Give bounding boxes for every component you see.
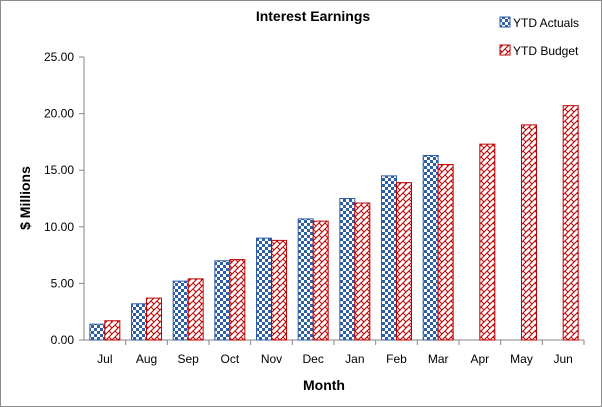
x-tick-label: Nov xyxy=(261,352,282,366)
bar-ytd-budget-feb xyxy=(396,182,412,341)
axes xyxy=(79,56,585,345)
bar-ytd-actuals-aug xyxy=(131,303,147,341)
bar-ytd-budget-jun xyxy=(562,105,579,341)
y-tick-label: 15.00 xyxy=(44,163,74,177)
x-tick-label: Jun xyxy=(553,352,572,366)
legend-label-ytd-budget: YTD Budget xyxy=(513,44,579,58)
bar-ytd-budget-jan xyxy=(354,202,371,341)
bar-ytd-actuals-sep xyxy=(172,280,189,341)
bar-ytd-actuals-oct xyxy=(214,260,231,341)
x-tick-label: Dec xyxy=(302,352,323,366)
x-tick-label: Apr xyxy=(470,352,489,366)
legend-swatch-ytd-budget xyxy=(499,44,511,56)
x-axis-label: Month xyxy=(303,377,345,393)
bar-ytd-actuals-feb xyxy=(381,175,397,341)
bar-ytd-budget-apr xyxy=(479,143,496,341)
bar-ytd-budget-dec xyxy=(312,220,329,341)
y-axis-label: $ Millions xyxy=(17,166,33,230)
x-tick-label: Feb xyxy=(386,352,407,366)
x-tick-label: Oct xyxy=(220,352,239,366)
legend: YTD Actuals YTD Budget xyxy=(499,16,579,58)
bar-ytd-budget-oct xyxy=(229,259,246,341)
y-tick-label: 25.00 xyxy=(44,50,74,64)
bar-ytd-actuals-mar xyxy=(422,154,439,341)
y-tick-labels: 0.00 5.00 10.00 15.00 20.00 25.00 xyxy=(44,50,74,347)
bar-ytd-actuals-dec xyxy=(297,218,314,341)
bar-ytd-budget-may xyxy=(521,124,537,341)
bar-ytd-actuals-jul xyxy=(89,323,106,341)
chart-title: Interest Earnings xyxy=(256,8,371,24)
x-tick-labels: Jul Aug Sep Oct Nov Dec Jan Feb Mar Apr May Jun xyxy=(97,352,573,366)
x-tick-label: Sep xyxy=(177,352,199,366)
x-tick-label: May xyxy=(510,352,533,366)
bar-ytd-actuals-jan xyxy=(339,198,356,341)
bars xyxy=(89,105,579,341)
y-tick-label: 0.00 xyxy=(51,333,75,347)
bar-ytd-budget-sep xyxy=(187,278,204,341)
x-tick-label: Mar xyxy=(428,352,449,366)
bar-ytd-budget-aug xyxy=(146,297,162,341)
x-tick-label: Jul xyxy=(97,352,112,366)
y-tick-label: 10.00 xyxy=(44,220,74,234)
bar-ytd-budget-mar xyxy=(437,164,454,341)
x-tick-label: Jan xyxy=(345,352,364,366)
y-tick-label: 20.00 xyxy=(44,107,74,121)
x-tick-label: Aug xyxy=(136,352,157,366)
bar-ytd-budget-jul xyxy=(104,320,121,341)
bar-ytd-actuals-nov xyxy=(256,237,272,341)
legend-swatch-ytd-actuals xyxy=(499,16,511,28)
bar-ytd-budget-nov xyxy=(271,239,287,341)
legend-label-ytd-actuals: YTD Actuals xyxy=(513,16,579,30)
y-tick-label: 5.00 xyxy=(51,276,75,290)
